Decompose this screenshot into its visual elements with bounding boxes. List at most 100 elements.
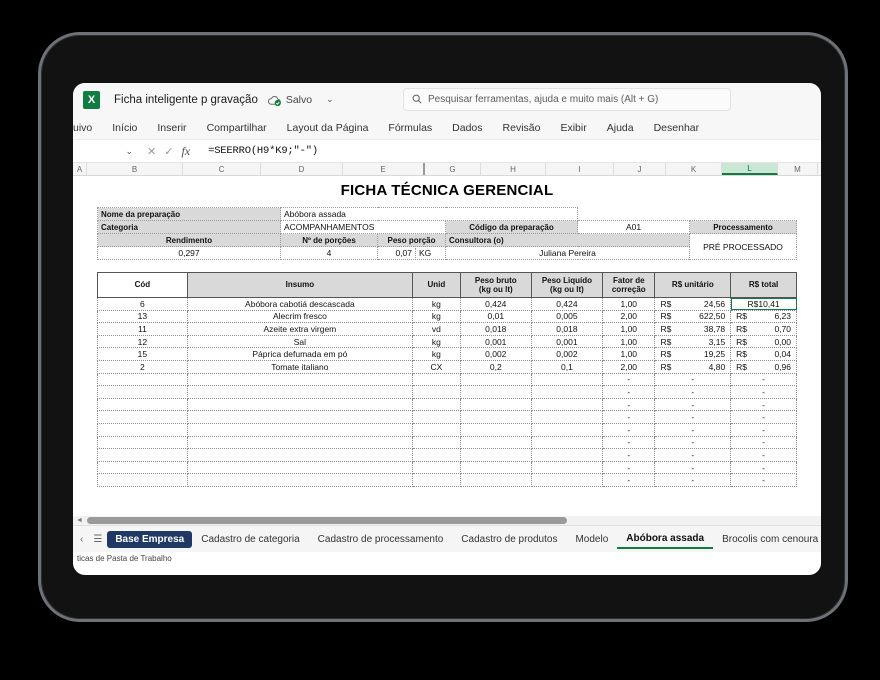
cell-empty[interactable] <box>186 385 413 399</box>
cell-fator-correcao[interactable]: 2,00 <box>602 309 656 324</box>
cell-empty-dash[interactable]: - <box>602 372 656 387</box>
cell-peso-liquido[interactable]: 0,1 <box>530 359 604 374</box>
cell-cod[interactable]: 11 <box>97 322 188 336</box>
cell-empty-dash[interactable]: - <box>602 397 656 412</box>
ribbon-tab-layout-da-pagina[interactable]: Layout da Página <box>286 121 369 134</box>
cell-empty[interactable] <box>459 372 532 387</box>
cell-empty[interactable] <box>459 460 532 475</box>
cell-insumo[interactable]: Alecrim fresco <box>186 309 413 324</box>
horizontal-scrollbar[interactable]: ◄ <box>73 516 821 525</box>
cell-empty-dash[interactable]: - <box>654 397 732 412</box>
cell-cod[interactable]: 12 <box>97 334 188 349</box>
value-nome-preparacao[interactable]: Abóbora assada <box>280 207 578 221</box>
cell-peso-liquido[interactable]: 0,018 <box>530 322 604 336</box>
cell-rs-unitario[interactable]: R$ 24,56 <box>654 297 732 311</box>
cell-rs-unitario[interactable]: R$ 3,15 <box>654 334 732 349</box>
column-header-H[interactable]: H <box>481 163 546 175</box>
cell-empty-dash[interactable]: - <box>602 435 656 450</box>
cell-empty[interactable] <box>530 473 604 487</box>
cell-empty-dash[interactable]: - <box>654 410 732 424</box>
cell-empty[interactable] <box>530 385 604 399</box>
cell-empty-dash[interactable]: - <box>654 460 732 475</box>
cell-empty[interactable] <box>530 397 604 412</box>
cell-empty-dash[interactable]: - <box>602 473 656 487</box>
cell-peso-bruto[interactable]: 0,2 <box>459 359 532 374</box>
th-peso-bruto[interactable]: Peso bruto (kg ou lt) <box>459 272 532 298</box>
cell-empty[interactable] <box>459 435 532 450</box>
cell-empty-dash[interactable]: - <box>730 385 797 399</box>
cell-empty-dash[interactable]: - <box>602 410 656 424</box>
value-numero-porcoes[interactable]: 4 <box>280 246 378 260</box>
cell-unid[interactable]: kg <box>411 347 461 361</box>
cell-empty[interactable] <box>411 448 461 462</box>
cell-rs-total[interactable]: R$ 0,04 <box>730 347 797 361</box>
document-title[interactable]: Ficha inteligente p gravação <box>114 93 258 106</box>
column-header-A[interactable]: A <box>73 163 87 175</box>
cell-empty-dash[interactable]: - <box>730 422 797 437</box>
cell-fator-correcao[interactable]: 2,00 <box>602 359 656 374</box>
cell-rs-total[interactable]: R$10,41 <box>730 297 797 311</box>
cell-rs-total[interactable]: R$ 6,23 <box>730 309 797 324</box>
ribbon-tab-compartilhar[interactable]: Compartilhar <box>206 121 267 134</box>
cell-empty[interactable] <box>411 422 461 437</box>
cancel-formula-icon[interactable]: ✕ <box>147 145 157 158</box>
title-chevron-down-icon[interactable]: ⌄ <box>326 94 334 104</box>
cell-empty[interactable] <box>530 410 604 424</box>
cell-empty[interactable] <box>186 372 413 387</box>
cell-empty[interactable] <box>530 422 604 437</box>
cell-peso-liquido[interactable]: 0,001 <box>530 334 604 349</box>
cell-fator-correcao[interactable]: 1,00 <box>602 347 656 361</box>
cell-fator-correcao[interactable]: 1,00 <box>602 322 656 336</box>
cell-rs-total[interactable]: R$ 0,96 <box>730 359 797 374</box>
column-header-M[interactable]: M <box>778 163 818 175</box>
cell-insumo[interactable]: Azeite extra virgem <box>186 322 413 336</box>
cell-insumo[interactable]: Abóbora cabotiá descascada <box>186 297 413 311</box>
cell-peso-bruto[interactable]: 0,002 <box>459 347 532 361</box>
cell-unid[interactable]: vd <box>411 322 461 336</box>
cell-empty[interactable] <box>530 435 604 450</box>
column-header-E[interactable]: E <box>343 163 425 175</box>
column-header-J[interactable]: J <box>614 163 666 175</box>
cell-insumo[interactable]: Tomate italiano <box>186 359 413 374</box>
confirm-formula-icon[interactable]: ✓ <box>164 145 174 158</box>
name-box[interactable]: ⌄ <box>73 142 139 160</box>
cell-empty[interactable] <box>97 397 188 412</box>
th-cod[interactable]: Cód <box>97 272 188 298</box>
cell-empty-dash[interactable]: - <box>654 435 732 450</box>
column-header-G[interactable]: G <box>425 163 481 175</box>
cell-empty[interactable] <box>97 385 188 399</box>
ribbon-tab-exibir[interactable]: Exibir <box>560 121 587 134</box>
cell-empty[interactable] <box>411 435 461 450</box>
cell-empty[interactable] <box>459 422 532 437</box>
table-row-empty[interactable]: --- <box>97 385 797 399</box>
cell-empty[interactable] <box>186 473 413 487</box>
cell-empty[interactable] <box>459 410 532 424</box>
sheet-list-menu-icon[interactable]: ☰ <box>93 533 103 545</box>
sheet-tab-brocolis-com-cenoura[interactable]: Brocolis com cenoura <box>722 533 819 545</box>
cell-empty[interactable] <box>186 448 413 462</box>
th-fator-correcao[interactable]: Fator de correção <box>602 272 656 298</box>
cell-insumo[interactable]: Páprica defumada em pó <box>186 347 413 361</box>
cell-empty-dash[interactable]: - <box>602 448 656 462</box>
cell-peso-bruto[interactable]: 0,018 <box>459 322 532 336</box>
cell-empty[interactable] <box>186 410 413 424</box>
cell-rs-unitario[interactable]: R$ 19,25 <box>654 347 732 361</box>
cell-empty-dash[interactable]: - <box>730 410 797 424</box>
cell-empty[interactable] <box>530 372 604 387</box>
table-row-empty[interactable]: --- <box>97 397 797 412</box>
ribbon-tab-inserir[interactable]: Inserir <box>157 121 187 134</box>
cell-empty[interactable] <box>459 448 532 462</box>
table-row-empty[interactable]: --- <box>97 448 797 462</box>
cell-empty-dash[interactable]: - <box>602 385 656 399</box>
cell-empty[interactable] <box>186 397 413 412</box>
save-status[interactable]: Salvo <box>267 94 312 106</box>
cell-rs-total[interactable]: R$ 0,00 <box>730 334 797 349</box>
cell-empty-dash[interactable]: - <box>730 460 797 475</box>
table-row[interactable]: 12 Sal kg 0,001 0,001 1,00 R$ 3,15 R$ 0,00 <box>97 334 797 349</box>
column-header-L[interactable]: L <box>722 163 778 175</box>
cell-rs-unitario[interactable]: R$ 38,78 <box>654 322 732 336</box>
sheet-tab-cadastro-de-processamento[interactable]: Cadastro de processamento <box>317 533 444 545</box>
cell-rs-total[interactable]: R$ 0,70 <box>730 322 797 336</box>
cell-peso-liquido[interactable]: 0,002 <box>530 347 604 361</box>
value-processamento[interactable]: PRÉ PROCESSADO <box>689 233 797 260</box>
